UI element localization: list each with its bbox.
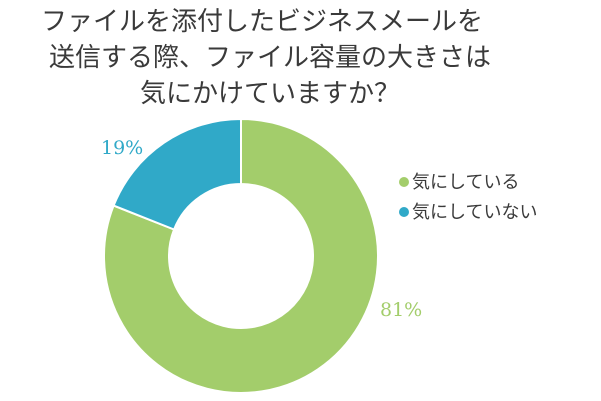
legend-marker-noticing [399, 177, 409, 187]
slice-label-not-noticing: 19% [101, 137, 143, 159]
chart-title-line-1: ファイルを添付したビジネスメールを [41, 7, 483, 37]
donut-slices [103, 117, 379, 394]
legend-item-noticing: 気にしている [399, 172, 519, 193]
legend-label-noticing: 気にしている [412, 172, 519, 193]
chart-title-line-2: 送信する際、ファイル容量の大きさは [49, 43, 491, 73]
slice-noticing [103, 117, 379, 394]
legend: 気にしている 気にしていない [399, 172, 537, 223]
legend-item-not-noticing: 気にしていない [399, 202, 537, 223]
legend-label-not-noticing: 気にしていない [412, 202, 537, 223]
slice-label-noticing: 81% [380, 299, 422, 321]
chart-title: ファイルを添付したビジネスメールを 送信する際、ファイル容量の大きさは 気にかけ… [41, 7, 491, 109]
chart-title-line-3: 気にかけていますか？ [140, 79, 400, 109]
legend-marker-not-noticing [399, 207, 409, 217]
slice-not-noticing [112, 117, 242, 231]
